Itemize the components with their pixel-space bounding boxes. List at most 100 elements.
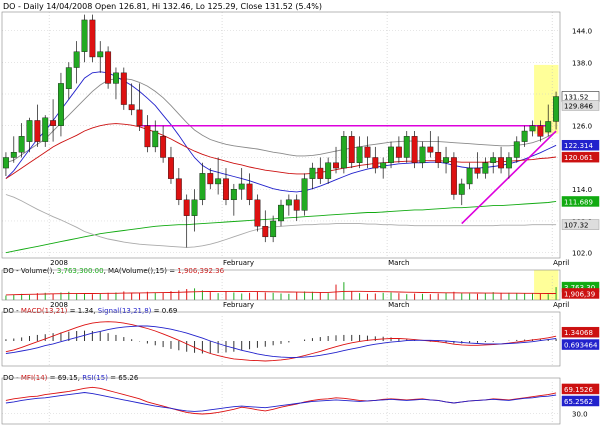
candle-body-48 — [380, 162, 387, 169]
candle-body-20 — [160, 136, 167, 158]
macd-line — [5, 321, 557, 362]
price-flag-3-label: 120.061 — [564, 154, 593, 162]
candle-body-58 — [458, 183, 465, 195]
volume-flag-1-label: 1,906,39 — [564, 290, 595, 298]
candle-body-4 — [34, 120, 41, 142]
candle-body-38 — [301, 178, 308, 211]
candle-body-6 — [50, 120, 57, 126]
candle-body-67 — [529, 125, 536, 132]
candle-body-54 — [427, 146, 434, 153]
candle-body-63 — [498, 157, 505, 169]
volume-legend: DO - Volume(), 3,763,300.00, MA(Volume()… — [3, 267, 225, 275]
volume-flag-0-label: 3,763,30 — [564, 284, 595, 292]
price-month-label-3: April — [553, 259, 569, 267]
macd-flag-1-box — [561, 339, 600, 350]
price-flag-3: 120.061 — [561, 151, 600, 163]
macd-legend-part-2: = 1.34, — [67, 307, 97, 315]
mfi-flag-0-box — [561, 383, 600, 395]
price-month-label-1: February — [223, 259, 254, 267]
candle-body-19 — [152, 130, 159, 148]
candle-body-45 — [356, 146, 363, 163]
candle-body-52 — [411, 136, 418, 163]
mfi-flag-1-box — [561, 395, 600, 407]
candle-body-37 — [293, 199, 300, 211]
price-flag-4-box — [561, 196, 600, 207]
price-flag-5-label: 107.32 — [564, 222, 589, 230]
candle-body-65 — [513, 141, 520, 158]
candle-body-3 — [26, 120, 33, 142]
price-tick-label-0: 102.0 — [572, 250, 592, 258]
price-overlay-line-4 — [5, 194, 557, 248]
macd-legend: DO - MACD(13,21) = 1.34, Signal(13,21,8)… — [3, 307, 177, 315]
candle-body-16 — [128, 104, 135, 111]
candle-body-21 — [168, 157, 174, 179]
candle-body-22 — [175, 178, 182, 201]
mfi-panel-frame — [1, 377, 561, 425]
candle-body-17 — [136, 109, 143, 126]
volume-legend-part-2: , MA(Volume(),15) = — [104, 267, 178, 275]
candle-body-41 — [325, 162, 332, 179]
macd-flag-1: 0.693464 — [561, 339, 600, 350]
price-flag-0: 131.52 — [561, 91, 600, 102]
candle-body-1 — [10, 151, 17, 158]
macd-panel: DO - MACD(13,21) = 1.34, Signal(13,21,8)… — [1, 307, 600, 367]
candle-body-27 — [215, 178, 222, 185]
volume-flag-1-box — [561, 288, 600, 299]
candle-body-44 — [348, 136, 355, 163]
candle-body-39 — [309, 167, 316, 179]
candle-body-69 — [545, 121, 552, 133]
candle-body-29 — [230, 189, 237, 201]
volume-month-label-3: April — [553, 301, 569, 309]
price-month-label-0: 2008 — [50, 259, 68, 267]
candle-body-56 — [443, 157, 449, 163]
macd-legend-part-0: DO - — [3, 307, 21, 315]
volume-highlight-box — [534, 270, 559, 300]
candle-body-57 — [450, 157, 457, 195]
candle-body-11 — [89, 19, 96, 58]
candle-body-50 — [395, 146, 402, 158]
candle-body-28 — [223, 178, 229, 201]
volume-ma-line — [5, 290, 557, 296]
price-flag-1: 129.846 — [561, 100, 600, 111]
price-tick-label-4: 126.0 — [572, 123, 592, 131]
candle-body-36 — [285, 199, 292, 206]
candle-body-24 — [191, 199, 198, 216]
candle-body-31 — [246, 183, 253, 201]
candle-body-12 — [97, 51, 104, 58]
volume-month-label-1: February — [223, 301, 254, 309]
price-flag-5: 107.32 — [561, 219, 600, 230]
volume-legend-part-1: 3,763,300.00 — [57, 267, 104, 275]
price-flag-2-box — [561, 139, 600, 151]
candle-body-2 — [18, 136, 25, 153]
candle-body-32 — [254, 199, 261, 227]
price-overlay-line-0 — [5, 78, 557, 164]
price-month-label-2: March — [388, 259, 409, 267]
price-panel-frame — [1, 11, 561, 259]
candle-body-47 — [372, 157, 379, 169]
candle-body-49 — [388, 146, 394, 163]
mfi-rsi-panel: DO - MFI(14) = 69.15, RSI(15) = 65.2630.… — [1, 374, 600, 425]
macd-legend-part-3: Signal(13,21,8) — [98, 307, 152, 315]
mfi-flag-0-label: 69.1526 — [564, 386, 593, 394]
price-overlay-line-1 — [5, 71, 557, 193]
candle-body-62 — [490, 157, 497, 163]
candle-body-15 — [120, 72, 127, 105]
candle-body-68 — [537, 125, 544, 137]
candle-body-13 — [105, 51, 112, 84]
mfi-flag-1-label: 65.2562 — [564, 398, 593, 406]
price-tick-label-2: 114.0 — [572, 186, 592, 194]
volume-panel-frame — [1, 269, 561, 301]
volume-legend-part-3: 1,906,392.36 — [177, 267, 224, 275]
price-tick-label-6: 138.0 — [572, 59, 592, 67]
candle-body-0 — [2, 157, 9, 169]
candle-body-61 — [482, 162, 489, 174]
volume-month-label-2: March — [388, 301, 409, 309]
candle-body-66 — [521, 130, 528, 142]
candle-body-34 — [270, 220, 277, 238]
candle-body-33 — [262, 226, 269, 238]
price-flag-3-box — [561, 151, 600, 163]
mfi-tick-label-0: 30.0 — [572, 411, 588, 419]
candle-body-5 — [42, 117, 49, 142]
